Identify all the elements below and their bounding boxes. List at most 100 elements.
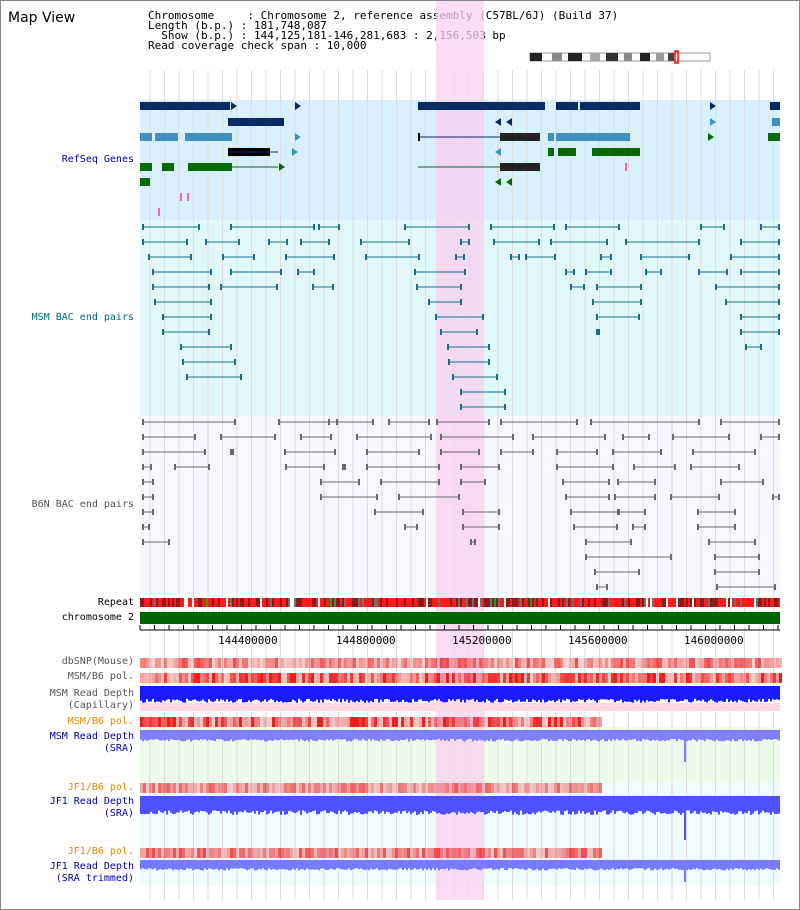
polymorphism-cell: [554, 717, 557, 727]
read-depth-bar: [146, 686, 148, 700]
polymorphism-cell: [347, 783, 350, 793]
read-depth-bar: [318, 686, 320, 703]
polymorphism-cell: [227, 783, 230, 793]
read-depth-bar: [470, 860, 472, 870]
polymorphism-cell: [593, 673, 596, 683]
read-depth-bar: [306, 796, 308, 814]
read-depth-bar: [484, 686, 486, 703]
polymorphism-cell: [476, 783, 479, 793]
read-depth-bar: [486, 686, 488, 700]
repeat-element: [466, 598, 468, 607]
read-depth-bar: [216, 686, 218, 699]
polymorphism-cell: [485, 717, 488, 727]
read-depth-bar: [436, 796, 438, 814]
read-depth-bar: [438, 796, 440, 813]
repeat-element: [504, 598, 506, 607]
read-depth-bar: [706, 796, 708, 814]
polymorphism-cell: [419, 717, 422, 727]
read-depth-bar: [172, 796, 174, 815]
chromosome-ideogram[interactable]: [529, 50, 711, 64]
read-depth-bar: [750, 686, 752, 703]
track-label-b6n-bac[interactable]: B6N BAC end pairs: [31, 499, 134, 510]
bac-end: [498, 524, 500, 530]
read-depth-bar: [420, 686, 422, 700]
track-label-msm-depth-sra[interactable]: MSM Read Depth: [49, 731, 134, 742]
read-depth-bar: [362, 686, 364, 702]
polymorphism-cell: [188, 783, 191, 793]
read-depth-bar: [332, 860, 334, 870]
polymorphism-cell: [365, 848, 368, 858]
read-depth-bar: [670, 796, 672, 814]
track-label-jf1-b6-pol-2[interactable]: JF1/B6 pol.: [67, 846, 134, 857]
polymorphism-cell: [512, 673, 515, 683]
read-depth-bar: [202, 686, 204, 700]
read-depth-bar: [258, 860, 260, 869]
read-depth-bar: [600, 686, 602, 700]
repeat-element: [744, 598, 746, 607]
repeat-element: [230, 598, 232, 607]
read-depth-bar: [154, 686, 156, 703]
track-label-dbsnp[interactable]: dbSNP(Mouse): [61, 656, 134, 667]
polymorphism-cell: [545, 717, 548, 727]
polymorphism-cell: [173, 848, 176, 858]
polymorphism-cell: [413, 673, 416, 683]
read-depth-bar: [234, 730, 236, 741]
repeat-element: [620, 598, 622, 607]
track-label-msm-depth-cap[interactable]: MSM Read Depth: [49, 688, 134, 699]
read-depth-bar: [440, 796, 442, 814]
polymorphism-cell: [467, 673, 470, 683]
polymorphism-cell: [557, 673, 560, 683]
read-depth-bar: [640, 686, 642, 703]
polymorphism-cell: [596, 673, 599, 683]
read-depth-bar: [648, 730, 650, 741]
track-label-jf1-depth-sra[interactable]: JF1 Read Depth: [49, 796, 134, 807]
read-depth-bar: [520, 730, 522, 742]
read-depth-bar: [454, 686, 456, 702]
read-depth-bar: [360, 796, 362, 814]
read-depth-bar: [654, 860, 656, 869]
track-label-msm-bac[interactable]: MSM BAC end pairs: [31, 312, 134, 323]
read-depth-bar: [632, 860, 634, 869]
polymorphism-cell: [560, 848, 563, 858]
read-depth-bar: [486, 860, 488, 869]
polymorphism-cell: [176, 673, 179, 683]
polymorphism-cell: [362, 717, 365, 727]
polymorphism-cell: [434, 783, 437, 793]
polymorphism-cell: [704, 658, 707, 668]
polymorphism-cell: [281, 717, 284, 727]
polymorphism-cell: [152, 848, 155, 858]
read-depth-bar: [640, 860, 642, 869]
polymorphism-cell: [272, 673, 275, 683]
read-depth-bar: [530, 686, 532, 702]
read-depth-bar: [238, 860, 240, 869]
read-depth-bar: [144, 860, 146, 869]
bac-end: [152, 494, 154, 500]
read-depth-bar: [162, 796, 164, 813]
read-depth-bar: [272, 860, 274, 870]
track-label-msm-b6-pol-1[interactable]: MSM/B6 pol.: [67, 671, 134, 682]
polymorphism-cell: [341, 673, 344, 683]
track-label-msm-b6-pol-2[interactable]: MSM/B6 pol.: [67, 716, 134, 727]
read-depth-bar: [464, 686, 466, 703]
read-depth-bar: [694, 686, 696, 699]
read-depth-bar: [568, 730, 570, 742]
polymorphism-cell: [530, 658, 533, 668]
track-label-jf1-depth-trim[interactable]: JF1 Read Depth: [49, 861, 134, 872]
track-label-jf1-b6-pol-1[interactable]: JF1/B6 pol.: [67, 782, 134, 793]
polymorphism-cell: [527, 673, 530, 683]
read-depth-bar: [492, 730, 494, 742]
track-label-refseq[interactable]: RefSeq Genes: [61, 154, 134, 165]
read-depth-bar: [324, 730, 326, 741]
polymorphism-cell: [272, 848, 275, 858]
polymorphism-cell: [455, 848, 458, 858]
repeat-element: [436, 598, 438, 607]
polymorphism-cell: [335, 717, 338, 727]
selection-highlight[interactable]: [436, 0, 484, 900]
read-depth-bar: [178, 796, 180, 813]
chromosome-bar[interactable]: [140, 612, 780, 624]
polymorphism-cell: [176, 717, 179, 727]
read-depth-bar: [744, 686, 746, 702]
polymorphism-cell: [584, 783, 587, 793]
bac-end: [738, 464, 740, 470]
